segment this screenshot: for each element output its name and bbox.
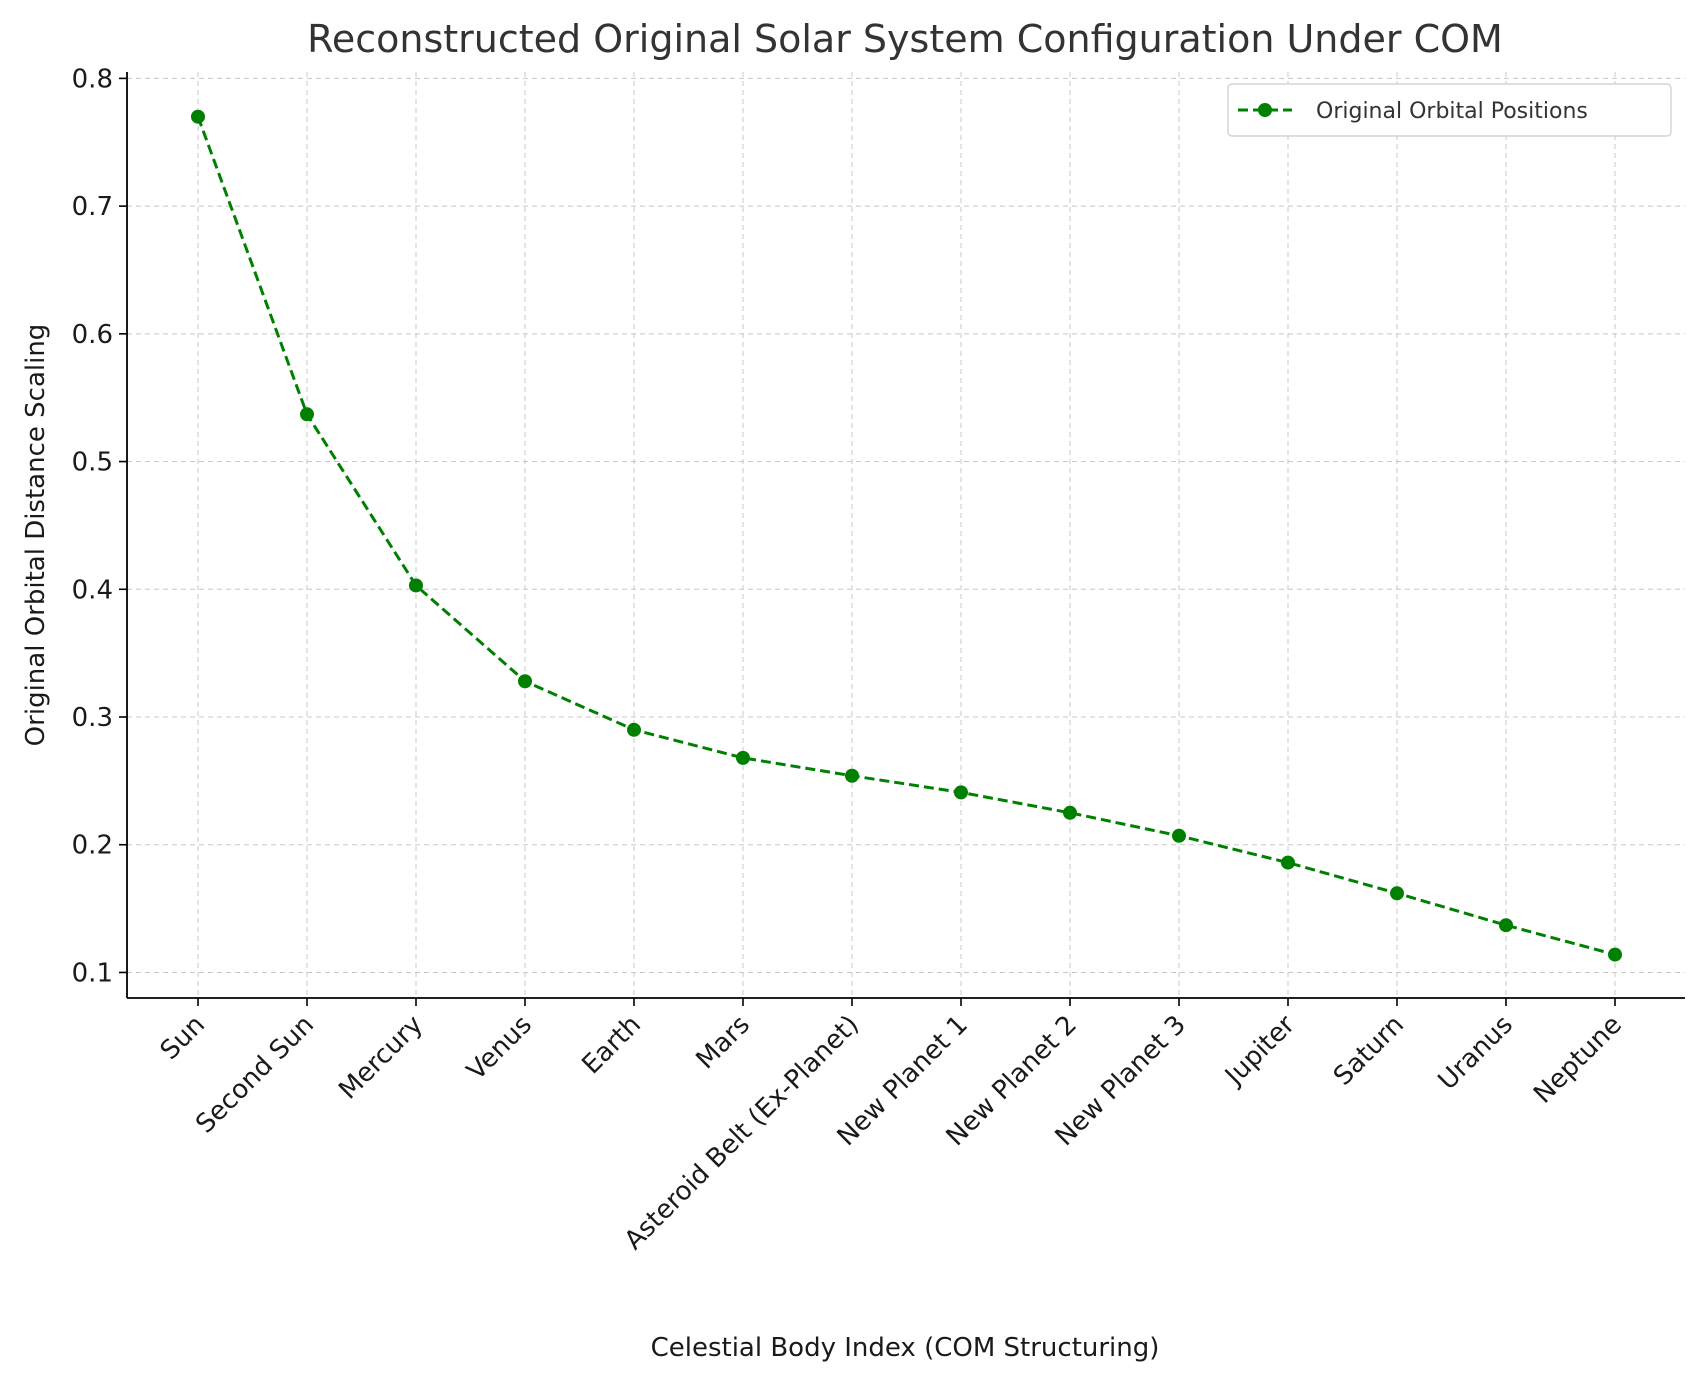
y-axis-ticks: 0.1 0.2 0.3 0.4 0.5 0.6 0.7 0.8 [72, 64, 127, 988]
data-point [409, 578, 423, 593]
data-point [1499, 918, 1513, 933]
data-point [1390, 886, 1404, 901]
x-tick-label: Earth [576, 1010, 647, 1081]
data-point [627, 722, 641, 737]
x-tick-label: Asteroid Belt (Ex-Planet) [619, 1010, 865, 1256]
y-axis-label: Original Orbital Distance Scaling [21, 324, 51, 747]
data-point [736, 750, 750, 765]
x-tick-label: Sun [155, 1010, 211, 1066]
x-tick-label: Uranus [1433, 1010, 1519, 1096]
data-point [1172, 828, 1186, 843]
data-point [845, 768, 859, 783]
y-tick-label: 0.5 [72, 448, 113, 478]
data-point [1281, 855, 1295, 870]
data-point [1063, 805, 1077, 820]
grid-lines [127, 72, 1685, 998]
legend: Original Orbital Positions [1227, 83, 1672, 137]
y-tick-label: 0.1 [72, 958, 113, 988]
legend-box [1227, 83, 1672, 137]
x-tick-label: Mercury [333, 1010, 429, 1106]
y-tick-label: 0.6 [72, 320, 113, 350]
series-line-layer [191, 109, 1622, 962]
series-line [196, 116, 1616, 957]
chart-title: Reconstructed Original Solar System Conf… [307, 17, 1503, 61]
x-axis-label: Celestial Body Index (COM Structuring) [651, 1333, 1160, 1363]
y-tick-label: 0.2 [72, 831, 113, 861]
y-tick-label: 0.8 [72, 64, 113, 94]
y-tick-label: 0.4 [72, 575, 113, 605]
x-tick-label: Saturn [1328, 1010, 1410, 1092]
y-tick-label: 0.3 [72, 703, 113, 733]
axes [126, 72, 1685, 999]
x-tick-label: Neptune [1528, 1010, 1628, 1110]
y-tick-label: 0.7 [72, 192, 113, 222]
x-tick-label: Second Sun [190, 1010, 320, 1140]
legend-label: Original Orbital Positions [1316, 99, 1588, 124]
data-point [191, 109, 205, 124]
data-point [1608, 947, 1622, 962]
x-tick-label: Mars [690, 1010, 755, 1075]
legend-marker [1258, 103, 1272, 117]
data-point [518, 674, 532, 689]
x-tick-label: Venus [461, 1010, 538, 1087]
data-point [954, 785, 968, 800]
data-point [300, 407, 314, 422]
x-tick-label: Jupiter [1218, 1010, 1301, 1093]
